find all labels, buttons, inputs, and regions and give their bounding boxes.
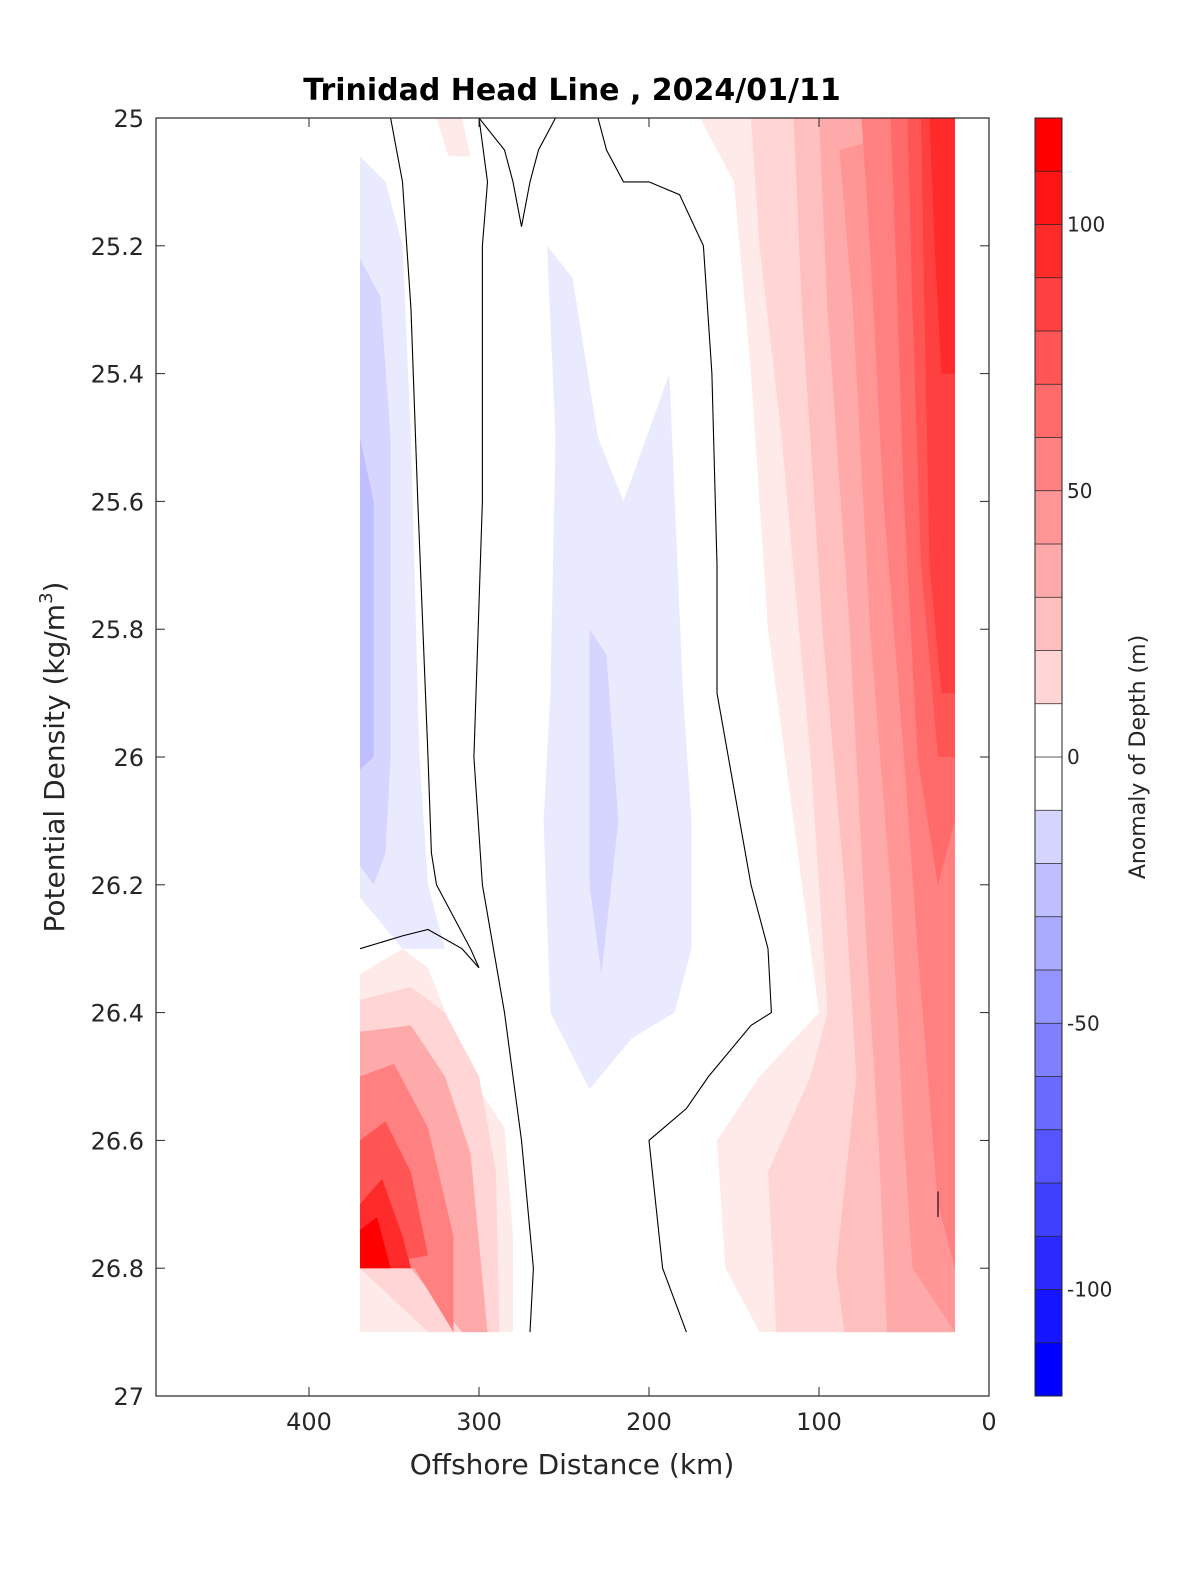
zero-contour-line bbox=[473, 117, 534, 1333]
contour-region bbox=[589, 629, 619, 975]
contour-region bbox=[436, 118, 471, 157]
colorbar-swatch bbox=[1035, 490, 1062, 545]
colorbar-swatch bbox=[1035, 1289, 1062, 1344]
y-axis: 25 25.2 25.4 25.6 25.8 26 26.2 26.4 26.6 26.8 27 bbox=[91, 105, 989, 1411]
x-tick-label: 300 bbox=[456, 1408, 502, 1436]
x-tick-label: 200 bbox=[626, 1408, 672, 1436]
colorbar-swatch bbox=[1035, 703, 1062, 758]
x-tick-label: 100 bbox=[796, 1408, 842, 1436]
y-tick-label: 27 bbox=[113, 1383, 144, 1411]
colorbar-swatch bbox=[1035, 810, 1062, 864]
colorbar-swatch bbox=[1035, 970, 1062, 1024]
colorbar-swatch bbox=[1035, 863, 1062, 918]
contour-lines bbox=[359, 117, 939, 1333]
colorbar-swatch bbox=[1035, 1023, 1062, 1077]
colorbar-swatch bbox=[1035, 224, 1062, 279]
colorbar-swatch bbox=[1035, 650, 1062, 705]
colorbar-tick-label: -100 bbox=[1067, 1278, 1112, 1302]
x-axis-label: Offshore Distance (km) bbox=[410, 1448, 735, 1481]
colorbar-swatch bbox=[1035, 1183, 1062, 1237]
colorbar-swatch bbox=[1035, 757, 1062, 811]
contour-fills bbox=[360, 118, 955, 1333]
contour-region bbox=[360, 437, 374, 770]
y-tick-label: 26.4 bbox=[91, 1000, 144, 1028]
x-tick-label: 0 bbox=[981, 1408, 996, 1436]
y-tick-label: 26.6 bbox=[91, 1127, 144, 1155]
colorbar-swatch bbox=[1035, 1129, 1062, 1184]
y-tick-label: 25 bbox=[113, 105, 144, 133]
y-tick-label: 25.4 bbox=[91, 361, 144, 389]
colorbar-label: Anomaly of Depth (m) bbox=[1126, 635, 1151, 879]
x-axis: 400 300 200 100 0 bbox=[286, 118, 997, 1436]
colorbar-swatch bbox=[1035, 331, 1062, 385]
colorbar-tick-label: 0 bbox=[1067, 745, 1080, 769]
colorbar-swatch bbox=[1035, 277, 1062, 332]
contour-region bbox=[543, 245, 692, 1090]
colorbar-tick-label: 50 bbox=[1067, 479, 1092, 503]
zero-contour-line bbox=[359, 117, 480, 969]
colorbar-swatch bbox=[1035, 437, 1062, 492]
contour-region bbox=[360, 1217, 391, 1269]
colorbar-swatch bbox=[1035, 597, 1062, 651]
colorbar-swatch bbox=[1035, 118, 1062, 172]
colorbar-swatch bbox=[1035, 384, 1062, 438]
colorbar-swatch bbox=[1035, 1236, 1062, 1290]
y-tick-label: 25.8 bbox=[91, 616, 144, 644]
y-tick-label: 26.8 bbox=[91, 1255, 144, 1283]
y-tick-label: 26.2 bbox=[91, 872, 144, 900]
zero-contour-line bbox=[597, 117, 772, 1333]
colorbar: 100 50 0 -50 -100 bbox=[1034, 117, 1112, 1397]
chart-title: Trinidad Head Line , 2024/01/11 bbox=[303, 73, 840, 108]
colorbar-frame bbox=[1034, 117, 1063, 1397]
colorbar-tick-label: 100 bbox=[1067, 213, 1105, 237]
x-tick-label: 400 bbox=[286, 1408, 332, 1436]
colorbar-tick-label: -50 bbox=[1067, 1011, 1100, 1035]
colorbar-swatch bbox=[1035, 544, 1062, 598]
y-tick-label: 26 bbox=[113, 744, 144, 772]
colorbar-swatch bbox=[1035, 916, 1062, 971]
contour-region bbox=[929, 118, 955, 374]
y-tick-label: 25.6 bbox=[91, 488, 144, 516]
colorbar-swatch bbox=[1035, 1076, 1062, 1131]
colorbar-swatch bbox=[1035, 171, 1062, 225]
zero-contour-line bbox=[478, 117, 556, 227]
colorbar-swatch bbox=[1035, 1342, 1062, 1397]
y-axis-label: Potential Density (kg/m3) bbox=[36, 582, 71, 933]
y-tick-label: 25.2 bbox=[91, 233, 144, 261]
